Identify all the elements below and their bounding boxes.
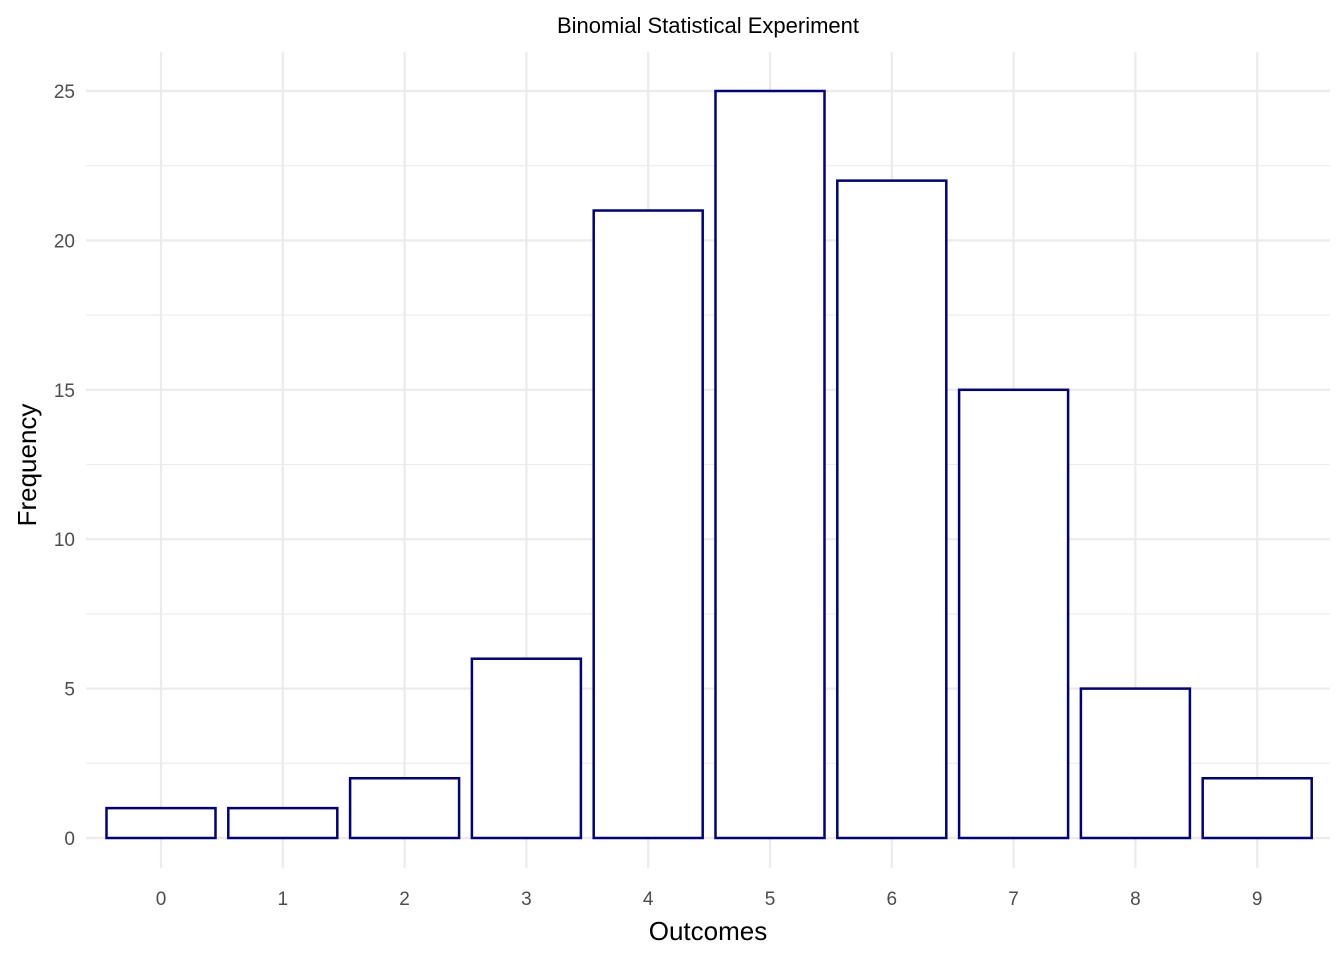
x-tick-label: 5: [765, 889, 776, 910]
bar-4: [592, 209, 704, 840]
x-tick-label: 7: [1008, 889, 1019, 910]
x-axis-title: Outcomes: [649, 916, 768, 946]
bar-6: [836, 179, 948, 840]
x-tick-label: 2: [399, 889, 410, 910]
x-axis-ticks: 0 1 2 3 4 5 6 7 8 9: [156, 889, 1263, 910]
chart-title: Binomial Statistical Experiment: [557, 13, 859, 38]
bar-3: [470, 657, 583, 840]
bar-8: [1079, 687, 1192, 840]
y-tick-label: 10: [54, 530, 75, 551]
bar-1: [227, 806, 339, 840]
x-tick-label: 1: [278, 889, 289, 910]
y-tick-label: 0: [64, 829, 75, 850]
x-tick-label: 3: [521, 889, 532, 910]
y-axis-title: Frequency: [12, 404, 42, 527]
y-tick-label: 25: [54, 82, 75, 103]
y-tick-label: 15: [54, 381, 75, 402]
bar-2: [348, 776, 461, 840]
y-tick-label: 5: [64, 680, 75, 701]
y-tick-label: 20: [54, 231, 75, 252]
bars: [105, 89, 1313, 840]
y-axis-ticks: 0 5 10 15 20 25: [54, 82, 75, 850]
x-tick-label: 4: [643, 889, 654, 910]
bar-5: [714, 89, 826, 840]
bar-9: [1201, 776, 1313, 840]
x-tick-label: 6: [887, 889, 898, 910]
bar-0: [105, 806, 217, 840]
x-tick-label: 0: [156, 889, 167, 910]
bar-7: [957, 388, 1070, 840]
x-tick-label: 9: [1252, 889, 1263, 910]
x-tick-label: 8: [1130, 889, 1141, 910]
